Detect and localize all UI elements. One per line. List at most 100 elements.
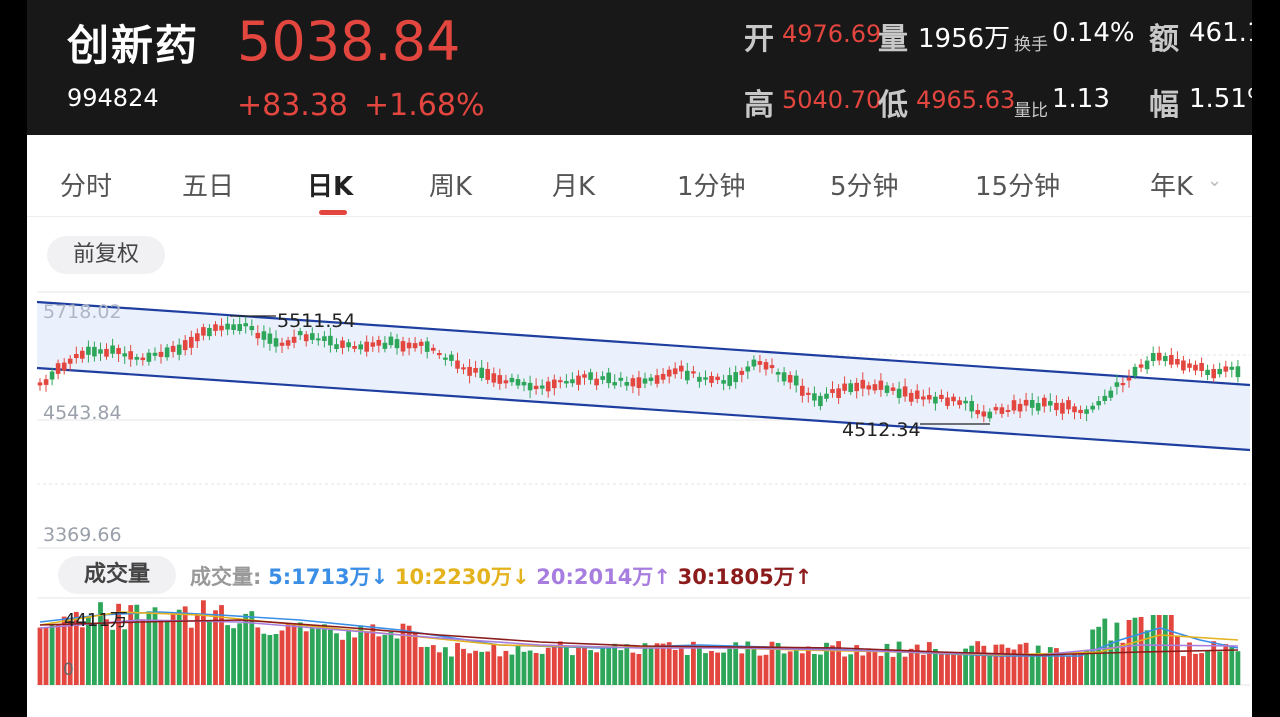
volume-bar: [975, 641, 981, 685]
volume-bar: [818, 654, 823, 685]
volume-bar: [612, 643, 618, 685]
candle-body: [146, 352, 152, 362]
tab-minute[interactable]: 分时: [60, 172, 113, 202]
change-percent: +1.68%: [364, 88, 485, 123]
chevron-down-icon[interactable]: ⌄: [1207, 170, 1223, 191]
volume-bar: [243, 613, 249, 685]
volume-bar: [73, 611, 79, 685]
tab-monthly-k[interactable]: 月K: [552, 172, 596, 202]
turnover-label: 换手: [1014, 35, 1048, 55]
volume-bar: [315, 628, 321, 685]
volume-bar: [533, 653, 539, 685]
volume-bar: [309, 628, 315, 685]
volume-bar: [49, 624, 55, 685]
candle-body: [376, 339, 382, 346]
volume-bar: [1199, 653, 1204, 685]
candle-body: [757, 361, 763, 365]
volume-bar: [733, 642, 739, 685]
candle-body: [606, 372, 611, 384]
candle-body: [479, 367, 484, 378]
high-mark-label: 5511.54: [277, 310, 356, 332]
volume-bar: [1114, 622, 1120, 685]
candle-body: [473, 368, 478, 373]
candle-body: [539, 385, 545, 389]
volume-bar: [775, 643, 781, 685]
tab-5min[interactable]: 5分钟: [830, 172, 899, 202]
candle-body: [164, 347, 170, 358]
volume-bar: [1005, 647, 1011, 685]
candle-body: [1150, 353, 1156, 361]
volume-bar: [418, 647, 424, 685]
tab-five-day[interactable]: 五日: [182, 172, 235, 202]
candle-body: [80, 350, 85, 359]
candle-body: [1199, 363, 1204, 371]
candle-body: [449, 354, 454, 361]
price-axis-mid: 4543.84: [43, 402, 122, 424]
candle-body: [781, 372, 787, 382]
volume-bar: [727, 645, 733, 685]
candle-body: [503, 380, 509, 384]
volume-bar: [939, 654, 944, 685]
candle-body: [1181, 360, 1186, 371]
volume-bar: [642, 643, 648, 685]
volume-bar: [394, 638, 400, 685]
quote-header: 创新药 994824 5038.84 +83.38 +1.68% 开 4976.6…: [27, 0, 1252, 135]
candle-body: [437, 353, 442, 356]
volume-bar: [358, 625, 364, 685]
volume-bar: [551, 645, 557, 685]
candle-body: [1126, 377, 1132, 381]
candle-body: [243, 323, 248, 327]
volume-bar: [684, 655, 690, 685]
volume-bar: [1078, 651, 1083, 685]
candlesticks: [37, 316, 1241, 423]
tab-15min[interactable]: 15分钟: [975, 172, 1061, 202]
tab-yearly-k[interactable]: 年K: [1150, 172, 1194, 202]
candle-body: [334, 344, 339, 349]
stock-name: 创新药: [67, 21, 200, 70]
candle-body: [43, 379, 49, 385]
adjust-button[interactable]: 前复权: [47, 236, 165, 274]
candle-body: [1193, 364, 1198, 371]
volume-bar: [1229, 645, 1235, 685]
candle-body: [733, 372, 738, 383]
candle-body: [388, 336, 394, 346]
candle-body: [485, 369, 490, 380]
volume-bar: [140, 619, 146, 685]
candle-body: [1156, 352, 1162, 361]
candle-body: [697, 376, 702, 382]
candle-body: [249, 326, 255, 331]
candle-body: [497, 375, 503, 384]
candle-body: [491, 373, 497, 383]
volume-bar: [582, 646, 587, 685]
volume-bar: [146, 611, 152, 685]
volume-bar: [467, 653, 472, 685]
candle-body: [394, 339, 400, 349]
volume-bar: [491, 644, 497, 685]
tab-1min[interactable]: 1分钟: [677, 172, 746, 202]
volume-indicator-button[interactable]: 成交量: [58, 556, 176, 594]
volume-bar: [576, 646, 581, 685]
volume-bar: [993, 644, 999, 685]
candle-body: [455, 360, 460, 369]
trend-channel: [36, 300, 1251, 452]
candle-body: [255, 332, 261, 339]
candle-body: [691, 371, 696, 374]
volume-bar: [182, 606, 188, 685]
volume-bar: [570, 655, 575, 685]
volume-bar: [455, 642, 460, 685]
candle-body: [1114, 382, 1120, 387]
volume-bar: [473, 650, 478, 685]
candle-body: [1235, 366, 1241, 378]
volume-bar: [1011, 649, 1017, 685]
candle-body: [364, 341, 369, 352]
volume-bar: [1138, 617, 1144, 685]
tab-daily-k[interactable]: 日K: [307, 172, 354, 202]
candle-body: [406, 342, 412, 349]
candle-body: [1035, 403, 1041, 411]
tab-weekly-k[interactable]: 周K: [429, 172, 473, 202]
candle-body: [630, 378, 636, 387]
volume-bar: [1175, 635, 1180, 685]
volume-bar: [721, 652, 726, 685]
candle-body: [975, 410, 980, 415]
volume-bar: [400, 623, 406, 685]
